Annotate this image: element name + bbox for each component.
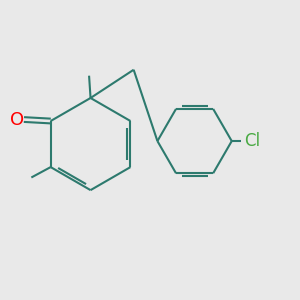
Text: O: O bbox=[10, 110, 24, 128]
Text: Cl: Cl bbox=[244, 132, 260, 150]
